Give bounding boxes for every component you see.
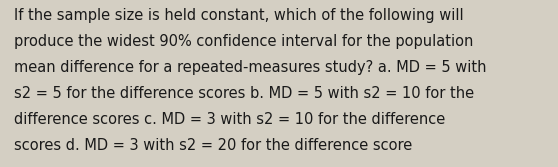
Text: scores d. MD = 3 with s2 = 20 for the difference score: scores d. MD = 3 with s2 = 20 for the di… — [14, 138, 412, 153]
Text: difference scores c. MD = 3 with s2 = 10 for the difference: difference scores c. MD = 3 with s2 = 10… — [14, 112, 445, 127]
Text: s2 = 5 for the difference scores b. MD = 5 with s2 = 10 for the: s2 = 5 for the difference scores b. MD =… — [14, 86, 474, 101]
Text: mean difference for a repeated-measures study? a. MD = 5 with: mean difference for a repeated-measures … — [14, 60, 487, 75]
Text: produce the widest 90% confidence interval for the population: produce the widest 90% confidence interv… — [14, 34, 473, 49]
Text: If the sample size is held constant, which of the following will: If the sample size is held constant, whi… — [14, 8, 464, 23]
